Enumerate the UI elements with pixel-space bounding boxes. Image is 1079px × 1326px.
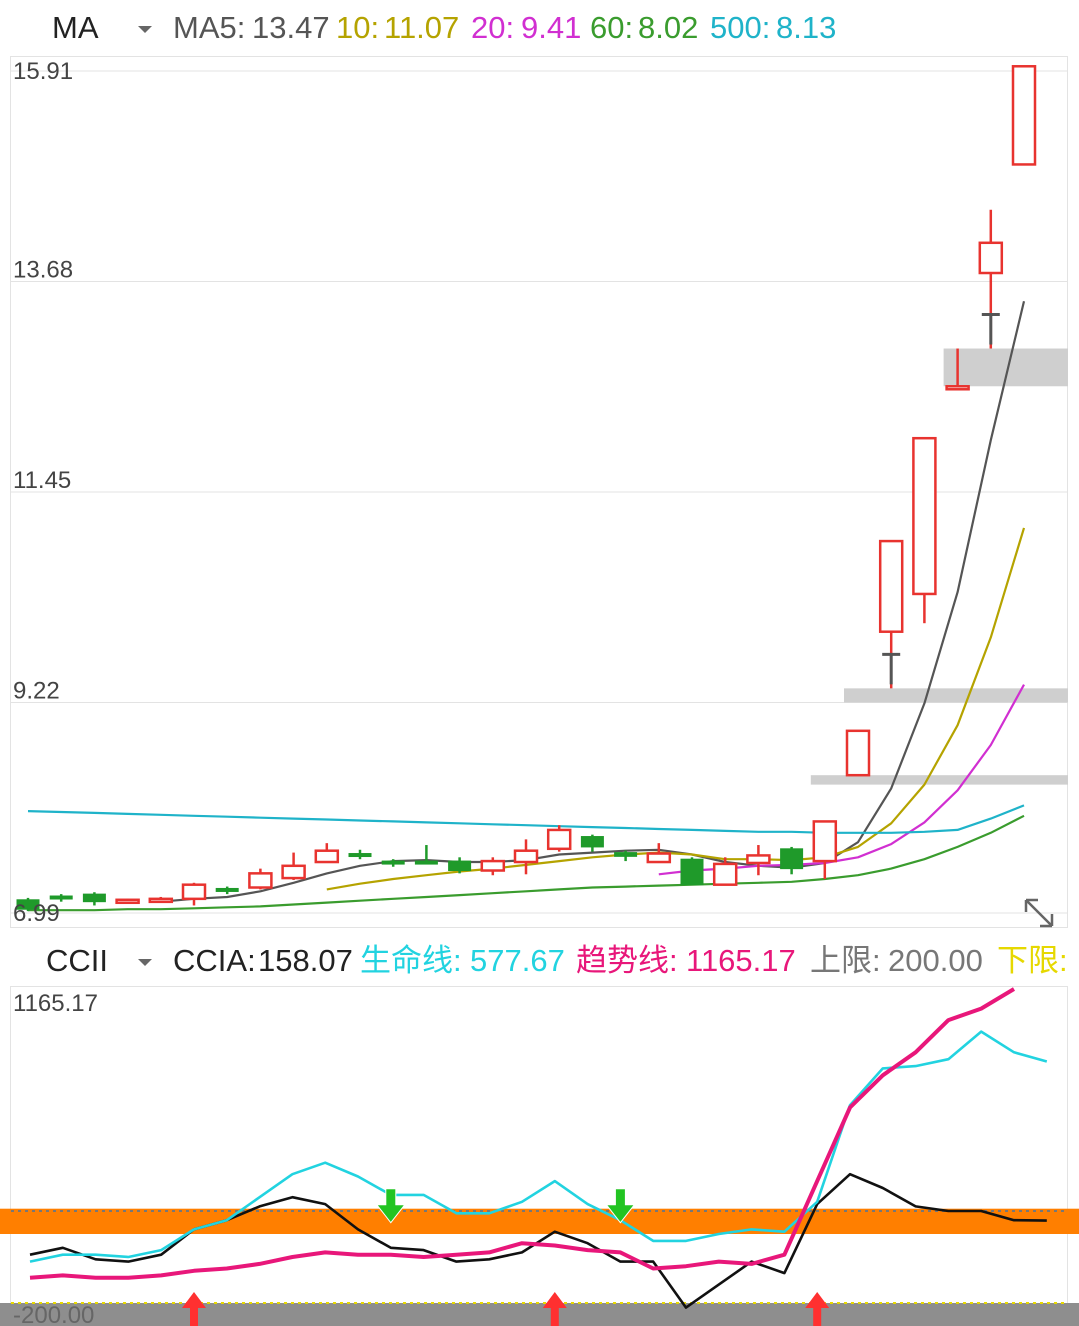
ma-60-line <box>28 814 1025 912</box>
signal-t-marker <box>882 652 901 685</box>
resistance-zone <box>810 775 1068 785</box>
candlestick[interactable] <box>16 897 40 912</box>
ccia-label: CCIA: <box>173 943 256 978</box>
ma20-label: 20: <box>471 10 515 45</box>
sub-y-min-label: -200.00 <box>13 1302 94 1326</box>
indicator-line-ccia <box>29 1172 1047 1309</box>
candlestick[interactable] <box>248 868 273 890</box>
candlestick[interactable] <box>215 886 239 895</box>
buy-signal-arrow-icon <box>542 1292 567 1326</box>
ccii-indicator-chart[interactable]: 1165.17 -200.00 <box>0 985 1079 1326</box>
candlestick[interactable] <box>513 839 539 875</box>
main-y-tick-label: 11.45 <box>13 467 71 494</box>
candlestick[interactable] <box>614 850 638 862</box>
ma10-value: 11.07 <box>384 10 460 45</box>
ma-MA5-line <box>160 301 1026 903</box>
ma-500-line <box>27 804 1025 834</box>
indicator-line-trendline <box>29 987 1016 1280</box>
ma10-label: 10: <box>336 10 380 45</box>
trendline-label: 趋势线: <box>576 943 678 978</box>
overbought-band <box>0 1208 1079 1234</box>
candlestick[interactable] <box>912 436 937 624</box>
ma20-value: 9.41 <box>521 10 582 45</box>
upper-limit-label: 上限: <box>810 943 881 978</box>
ma5-value: 13.47 <box>252 10 330 45</box>
candlestick[interactable] <box>945 348 970 391</box>
ccia-value: 158.07 <box>258 943 353 978</box>
trendline-value: 1165.17 <box>686 943 796 978</box>
main-y-tick-label: 6.99 <box>13 900 60 927</box>
candlestick[interactable] <box>82 892 106 906</box>
candlestick[interactable] <box>148 896 174 904</box>
candlestick[interactable] <box>712 857 738 886</box>
candlestick[interactable] <box>812 820 838 880</box>
ma60-label: 60: <box>590 10 634 45</box>
main-y-tick-label: 15.91 <box>13 58 73 85</box>
main-indicator-dropdown-icon[interactable] <box>138 26 152 33</box>
ma5-label: MA5: <box>173 10 246 45</box>
sell-signal-arrow-icon <box>375 1188 406 1224</box>
sub-y-max-label: 1165.17 <box>13 990 98 1017</box>
candlestick[interactable] <box>448 857 472 874</box>
candlestick[interactable] <box>314 843 340 864</box>
ma500-label: 500: <box>710 10 771 45</box>
candlestick[interactable] <box>746 845 771 876</box>
lifeline-value: 577.67 <box>470 943 565 978</box>
sub-chart-header: CCII CCIA: 158.07 生命线: 577.67 趋势线: 1165.… <box>0 933 1079 985</box>
ma-10-line <box>326 527 1026 891</box>
buy-signal-arrow-icon <box>182 1292 206 1326</box>
signal-t-marker <box>981 313 1000 345</box>
candlestick[interactable] <box>281 852 306 880</box>
candlestick[interactable] <box>780 846 804 875</box>
candlestick[interactable] <box>381 859 405 867</box>
upper-limit-value: 200.00 <box>888 943 983 978</box>
main-plot-frame <box>10 56 1068 928</box>
sub-indicator-name[interactable]: CCII <box>46 943 108 978</box>
expand-chart-icon[interactable] <box>1024 898 1054 928</box>
candlestick[interactable] <box>580 834 604 852</box>
ma500-value: 8.13 <box>776 10 837 45</box>
main-y-tick-label: 9.22 <box>13 678 60 705</box>
candlestick-chart[interactable]: 15.91 13.68 11.45 9.22 6.99 <box>0 52 1079 930</box>
indicator-line-lifeline <box>29 1030 1048 1263</box>
resistance-zone <box>844 688 1068 703</box>
ma60-value: 8.02 <box>638 10 699 45</box>
candlestick[interactable] <box>680 857 704 886</box>
candlestick[interactable] <box>181 882 207 906</box>
candlestick[interactable] <box>480 857 506 876</box>
candlestick[interactable] <box>49 894 73 902</box>
lower-limit-label: 下限: <box>997 943 1068 978</box>
lifeline-label: 生命线: <box>360 943 462 978</box>
candlestick[interactable] <box>1011 65 1037 166</box>
candlestick[interactable] <box>845 729 871 777</box>
candlestick[interactable] <box>115 898 140 905</box>
main-indicator-name[interactable]: MA <box>52 10 99 45</box>
buy-signal-arrow-icon <box>805 1292 830 1326</box>
sell-signal-arrow-icon <box>605 1188 636 1224</box>
candlestick[interactable] <box>646 843 672 864</box>
candlestick[interactable] <box>414 845 438 865</box>
sub-indicator-dropdown-icon[interactable] <box>138 959 152 966</box>
candlestick[interactable] <box>348 849 372 860</box>
oversold-band <box>0 1303 1079 1326</box>
main-chart-header: MA MA5: 13.47 10: 11.07 20: 9.41 60: 8.0… <box>0 0 1079 52</box>
main-y-tick-label: 13.68 <box>13 257 73 284</box>
candlestick[interactable] <box>546 825 572 852</box>
